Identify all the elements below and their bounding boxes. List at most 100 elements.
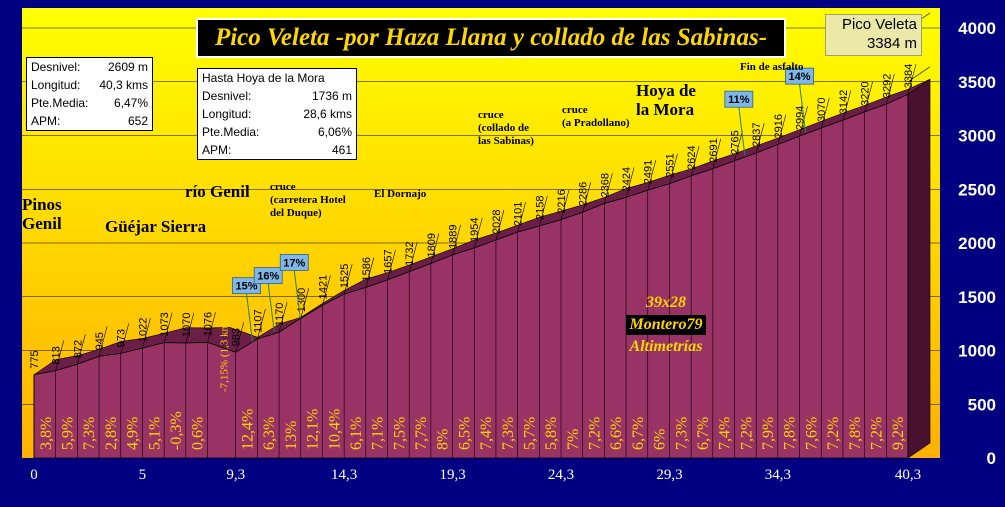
stat-row: Desnivel: 1736 m <box>202 89 352 103</box>
elevation-tick <box>647 160 657 191</box>
annotation-line: del Duque) <box>270 207 322 219</box>
elevation-tick <box>690 145 700 176</box>
grade-label: 7,3% <box>500 417 517 450</box>
badge-box <box>253 267 283 285</box>
x-tick-label: 5 <box>139 467 147 483</box>
x-tick-label: 14,3 <box>331 467 357 483</box>
elevation-tick <box>777 114 787 145</box>
elevation-tick <box>495 209 505 241</box>
grade-label: 6% <box>652 429 669 450</box>
elevation-tick <box>886 74 895 105</box>
grade-label: 7,4% <box>717 417 734 450</box>
elevation-label: 2994 <box>795 106 807 130</box>
badge-pointer <box>738 107 746 156</box>
elevation-label: 2158 <box>534 196 546 220</box>
grade-label: 7% <box>565 429 582 450</box>
elevation-label: 1889 <box>448 224 460 248</box>
y-tick-label: 1500 <box>958 288 996 307</box>
grade-label: 9,2% <box>890 417 907 450</box>
x-tick-label: 29,3 <box>656 467 682 483</box>
x-tick-label: 24,3 <box>548 467 574 483</box>
annotation-label: Fin de asfalto <box>740 61 804 73</box>
annotation-line: cruce <box>478 109 504 121</box>
badge-box <box>724 90 754 108</box>
elevation-tick <box>625 167 635 198</box>
x-tick-label: 40,3 <box>895 467 921 483</box>
elevation-tick <box>842 90 852 121</box>
badge-pointer <box>267 283 275 332</box>
grade-label: 5,7% <box>521 417 538 450</box>
grade-label: 7,7% <box>413 417 430 450</box>
elevation-label: 1022 <box>137 318 149 342</box>
elevation-label: 3384 <box>903 64 915 88</box>
elevation-tick <box>408 241 418 272</box>
grade-label: 7,3% <box>81 417 98 450</box>
grade-label: 6,5% <box>456 417 473 450</box>
elevation-label: 3070 <box>816 97 828 121</box>
elevation-label: 2837 <box>751 123 763 147</box>
elevation-label: 2691 <box>708 138 720 162</box>
annotation-line: Güéjar Sierra <box>105 217 207 236</box>
elevation-label: 983 <box>231 328 243 346</box>
elevation-label: 2916 <box>773 114 785 138</box>
elevation-label: 1421 <box>317 275 329 299</box>
summit-label: Pico Veleta 3384 m <box>825 14 922 56</box>
stat-row: Longitud: 28,6 kms <box>202 107 352 121</box>
grade-label: 6,1% <box>348 417 365 450</box>
elevation-tick <box>322 275 331 306</box>
grade-label: 6,7% <box>630 417 647 450</box>
grade-label: 7,2% <box>738 417 755 450</box>
elevation-tick <box>755 122 765 154</box>
y-tick-label: 0 <box>987 449 996 468</box>
elevation-tick <box>907 64 917 95</box>
elevation-tick <box>98 326 108 357</box>
stat-row: Pte.Media: 6,06% <box>202 125 352 139</box>
annotation-line: (a Pradollano) <box>562 117 630 129</box>
badge-pointer <box>799 84 807 133</box>
grade-label: 7,9% <box>760 417 777 450</box>
y-tick-label: 3500 <box>958 73 996 92</box>
annotation-label: cruce (a Pradollano) <box>562 104 630 129</box>
stat-row: Desnivel: 2609 m <box>31 60 148 74</box>
chart-title: Pico Veleta -por Haza Llana y collado de… <box>214 24 768 51</box>
annotation-line: (collado de <box>478 122 529 134</box>
summit-elevation: 3384 m <box>866 35 917 52</box>
elevation-tick <box>799 106 808 137</box>
grade-label: 7,5% <box>391 417 408 450</box>
stat-row: Pte.Media: 6,47% <box>31 96 148 110</box>
grade-label: 7,2% <box>587 417 604 450</box>
grade-label: 6,6% <box>608 417 625 450</box>
elevation-labels: 775 813 872 945 973 1022 1073 1070 1076 983 1107 11… <box>29 64 917 371</box>
max-grade-badges: 15%16% 17% 11% 14% <box>232 67 814 342</box>
elevation-tick <box>120 323 130 354</box>
grade-label: 5,8% <box>543 417 560 450</box>
badge-pointer <box>293 270 301 319</box>
x-tick-label: 19,3 <box>439 467 465 483</box>
elevation-label: 2028 <box>491 210 503 234</box>
elevation-label: 1073 <box>159 312 171 336</box>
x-tick-label: 0 <box>30 467 38 483</box>
elevation-label: 1732 <box>404 241 416 265</box>
grade-labels: 3,8% 5,9% 7,3% 2,8% 4,9% 5,1% -0,3% 0,6%-7,15% … <box>38 315 907 450</box>
elevation-label: 1525 <box>339 264 351 288</box>
elevation-label: 2624 <box>686 145 698 169</box>
grade-label: 0,6% <box>190 417 207 450</box>
y-tick-label: 3000 <box>958 127 996 146</box>
grade-label: 3,8% <box>38 417 55 450</box>
y-tick-label: 2500 <box>958 180 996 199</box>
grade-label: 12,4% <box>240 409 257 450</box>
elevation-label: 813 <box>51 346 63 364</box>
elevation-label: 1657 <box>383 249 395 273</box>
stat-row: APM: 461 <box>202 143 352 157</box>
y-tick-label: 2000 <box>958 234 996 253</box>
credit-block: 39x28 Montero79 Altimetrías <box>610 294 722 356</box>
elevation-tick <box>300 288 310 319</box>
annotation-line: cruce <box>270 181 296 193</box>
stat-row: APM: 652 <box>31 114 148 128</box>
annotation-line: (carretera Hotel <box>270 194 346 206</box>
elevation-label: 2424 <box>621 167 633 191</box>
grade-label: 7,8% <box>782 417 799 450</box>
grade-label: 2,8% <box>103 417 120 450</box>
